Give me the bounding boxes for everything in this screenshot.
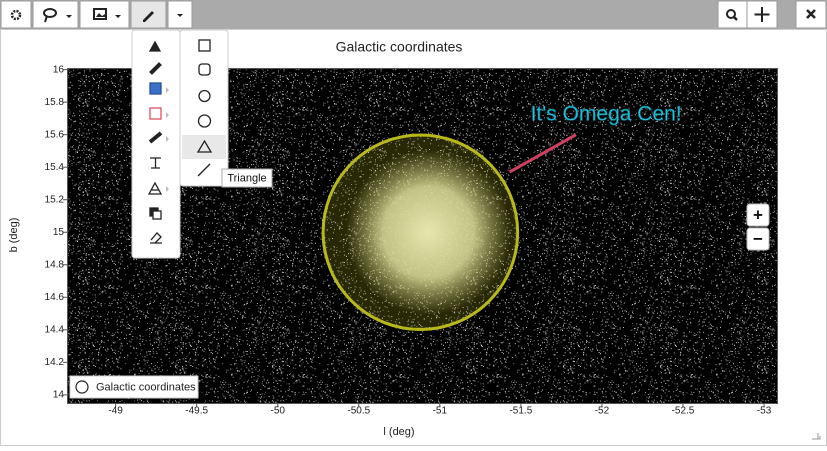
legend-box: [69, 375, 199, 399]
y-tick-label: 14.4: [45, 324, 65, 335]
axes: Galactic coordinates l (deg) b (deg) -49 -49…: [8, 39, 772, 438]
x-tick-label: -49: [108, 406, 123, 417]
tool-icons[interactable]: [147, 39, 213, 244]
plot-border: [67, 68, 778, 404]
x-tick-label: -51: [433, 406, 448, 417]
zoom-controls[interactable]: + −: [746, 203, 770, 251]
annotation-text: It's Omega Cen!: [531, 103, 682, 126]
y-tick-label: 15.4: [45, 162, 65, 173]
x-axis-label: l (deg): [383, 426, 414, 438]
legend-symbol: [75, 380, 89, 394]
y-tick-label: 16: [53, 64, 65, 75]
y-tick-label: 15.2: [45, 194, 65, 205]
y-axis-label: b (deg): [8, 218, 20, 253]
y-tick-label: 15.8: [45, 97, 65, 108]
draw-menu: [131, 29, 229, 259]
y-tick-label: 14: [53, 390, 65, 401]
triangle-tool-hover[interactable]: [182, 135, 226, 159]
y-tick-label: 14.2: [45, 357, 65, 368]
x-tick-label: -52.5: [672, 406, 695, 417]
resize-handle[interactable]: [812, 433, 821, 440]
toolbar-icons: [10, 7, 816, 23]
x-tick-label: -50.5: [347, 406, 370, 417]
chart-title: Galactic coordinates: [336, 39, 463, 55]
y-tick-label: 14.8: [45, 259, 65, 270]
tooltip: Triangle: [221, 168, 273, 188]
region-circle: [321, 133, 520, 332]
settings-button[interactable]: [0, 0, 32, 29]
tooltip-text: Triangle: [227, 172, 266, 184]
x-tick-label: -49.5: [185, 406, 208, 417]
y-tick-label: 15.6: [45, 129, 65, 140]
zoom-in[interactable]: [746, 203, 770, 227]
zoom-button[interactable]: [717, 0, 748, 29]
y-tick-label: 14.6: [45, 292, 65, 303]
legend-label: Galactic coordinates: [96, 381, 196, 393]
x-tick-label: -51.5: [509, 406, 532, 417]
x-tick-label: -53: [757, 406, 772, 417]
plot-area: It's Omega Cen!: [321, 102, 682, 332]
x-tick-label: -52: [595, 406, 610, 417]
x-tick-label: -50: [271, 406, 286, 417]
zoom-in-label[interactable]: +: [753, 205, 763, 224]
cluster-glow: [345, 149, 512, 315]
zoom-out-label[interactable]: −: [753, 229, 763, 248]
y-tick-label: 15: [53, 227, 65, 238]
zoom-out[interactable]: [746, 227, 770, 251]
annotation-line: [508, 133, 577, 174]
